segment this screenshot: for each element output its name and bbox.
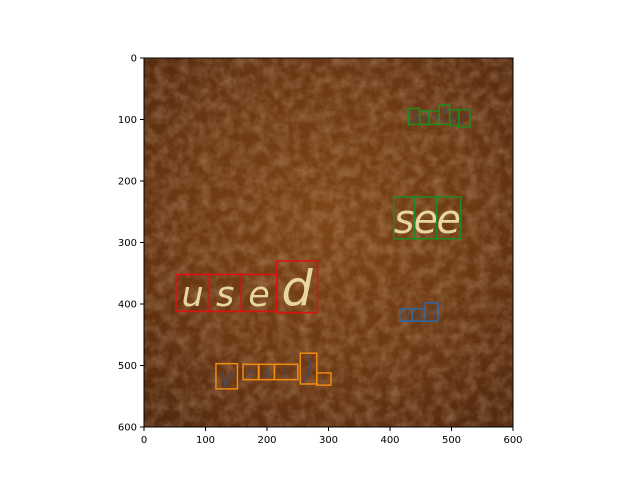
character-glyph: e bbox=[248, 274, 270, 315]
character-glyph: e bbox=[450, 109, 459, 127]
character-glyph: n bbox=[415, 308, 422, 322]
y-tick-label: 0 bbox=[131, 54, 137, 65]
character-glyph: t bbox=[441, 106, 449, 127]
character-glyph: ) bbox=[301, 353, 314, 387]
character-glyph: d bbox=[282, 259, 314, 317]
x-tick-label: 100 bbox=[196, 435, 215, 446]
character-bounding-box bbox=[435, 196, 462, 240]
x-axis: 0 100 200 300 400 500 600 bbox=[141, 427, 523, 446]
character-glyph: u bbox=[181, 274, 203, 315]
character-glyph: r bbox=[461, 109, 469, 128]
character-bounding-box bbox=[316, 372, 332, 386]
character-glyph: s bbox=[216, 274, 234, 315]
character-glyph: e bbox=[246, 364, 255, 381]
y-tick-label: 100 bbox=[118, 115, 137, 126]
character-glyph: r bbox=[283, 364, 290, 381]
y-tick-label: 600 bbox=[118, 423, 137, 434]
character-glyph: S bbox=[409, 108, 419, 126]
x-tick-label: 400 bbox=[380, 435, 399, 446]
word-see: see bbox=[392, 196, 462, 243]
word-year: y e a r), bbox=[215, 352, 332, 391]
y-tick-label: 300 bbox=[118, 238, 137, 249]
character-bounding-box bbox=[215, 362, 239, 390]
y-axis: 0 100 200 300 400 500 600 bbox=[118, 54, 144, 434]
y-tick-label: 500 bbox=[118, 361, 137, 372]
character-glyph: a bbox=[402, 308, 409, 322]
character-glyph: e bbox=[420, 112, 428, 127]
character-glyph: s bbox=[394, 197, 415, 243]
character-glyph: n bbox=[430, 112, 438, 127]
y-tick-label: 400 bbox=[118, 300, 137, 311]
character-bounding-box bbox=[273, 363, 299, 381]
character-bounding-box bbox=[276, 260, 319, 314]
character-glyph: , bbox=[322, 372, 326, 386]
x-tick-label: 300 bbox=[319, 435, 338, 446]
x-tick-label: 600 bbox=[503, 435, 522, 446]
leather-texture-overlay bbox=[144, 58, 513, 427]
x-tick-label: 500 bbox=[442, 435, 461, 446]
x-tick-label: 200 bbox=[257, 435, 276, 446]
character-bounding-box bbox=[299, 352, 318, 385]
x-tick-label: 0 bbox=[141, 435, 147, 446]
character-bounding-box bbox=[458, 108, 471, 128]
y-tick-label: 200 bbox=[118, 177, 137, 188]
character-glyph: d bbox=[426, 304, 438, 324]
character-bounding-box bbox=[424, 302, 439, 322]
character-glyph: e bbox=[437, 197, 461, 243]
character-glyph: a bbox=[262, 364, 271, 381]
character-glyph: e bbox=[413, 197, 437, 243]
character-glyph: y bbox=[219, 363, 235, 391]
